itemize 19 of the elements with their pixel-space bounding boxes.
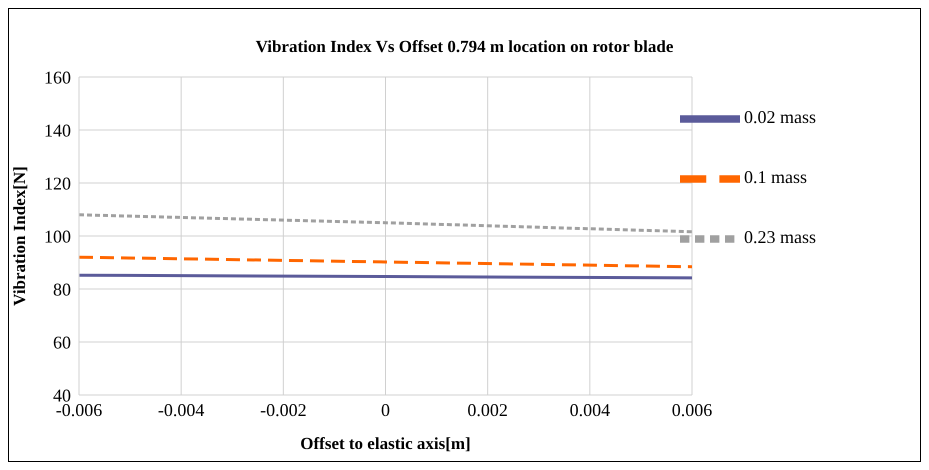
y-axis-title: Vibration Index[N] (10, 166, 30, 306)
y-tick-label: 120 (44, 173, 71, 194)
y-tick-label: 140 (44, 120, 71, 140)
legend-label: 0.1 mass (744, 166, 807, 187)
x-tick-label: -0.002 (260, 400, 307, 420)
y-tick-label: 40 (53, 385, 71, 406)
y-tick-label: 100 (44, 226, 71, 246)
x-tick-label: -0.004 (158, 400, 204, 420)
x-tick-label: 0.002 (467, 400, 508, 420)
legend-label: 0.23 mass (744, 226, 816, 247)
x-tick-label: 0 (381, 400, 390, 420)
chart-title: Vibration Index Vs Offset 0.794 m location on rotor blade (254, 37, 674, 57)
legend-label: 0.02 mass (744, 106, 816, 127)
x-tick-label: 0.006 (672, 400, 712, 420)
x-tick-label: 0.004 (570, 400, 610, 420)
y-tick-label: 80 (53, 279, 71, 300)
x-axis-title: Offset to elastic axis[m] (300, 434, 471, 453)
y-tick-label: 60 (53, 332, 71, 352)
y-tick-label: 160 (44, 67, 71, 88)
